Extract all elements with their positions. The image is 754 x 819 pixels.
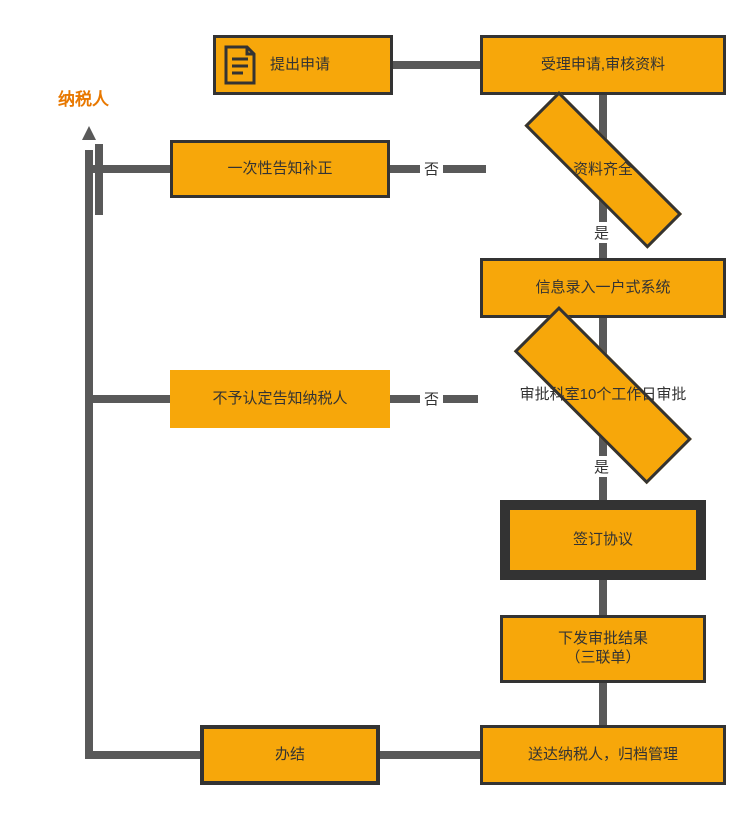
node-label: 不予认定告知纳税人 (212, 390, 347, 409)
edge-e9 (599, 683, 607, 725)
node-label: 受理申请,审核资料 (541, 56, 665, 75)
edge-label-e4: 是 (590, 222, 613, 243)
node-label: 签订协议 (573, 531, 633, 550)
arrow-up-icon (82, 126, 96, 140)
node-n_sign: 签订协议 (500, 500, 706, 580)
node-n_deliver: 送达纳税人，归档管理 (480, 725, 726, 785)
edge-label-e6: 否 (420, 388, 443, 409)
edge-e8 (599, 580, 607, 615)
node-label: 提出申请 (270, 56, 330, 75)
node-label: 一次性告知补正 (227, 160, 332, 179)
node-d_complete: 资料齐全 (480, 135, 726, 205)
node-d_approve: 审批科室10个工作日审批 (470, 350, 736, 440)
edge-label-e7: 是 (590, 456, 613, 477)
node-label: 审批科室10个工作日审批 (520, 386, 687, 405)
text-taxpayer: 纳税人 (58, 85, 109, 110)
node-n_accept: 受理申请,审核资料 (480, 35, 726, 95)
node-n_end: 办结 (200, 725, 380, 785)
edge-e11e (95, 144, 103, 215)
flowchart-canvas: 否是否是提出申请受理申请,审核资料资料齐全一次性告知补正信息录入一户式系统审批科… (0, 0, 754, 819)
document-icon (223, 45, 257, 85)
edge-e10 (380, 751, 480, 759)
node-label: 送达纳税人，归档管理 (528, 746, 678, 765)
node-n_result: 下发审批结果 （三联单） (500, 615, 706, 683)
edge-label-e3: 否 (420, 158, 443, 179)
node-label: 资料齐全 (573, 161, 633, 180)
node-label: 下发审批结果 （三联单） (558, 630, 648, 668)
node-n_reject: 不予认定告知纳税人 (170, 370, 390, 428)
edge-e11d (85, 150, 93, 759)
edge-e11c (85, 751, 200, 759)
node-n_notify: 一次性告知补正 (170, 140, 390, 198)
node-label: 信息录入一户式系统 (535, 279, 670, 298)
node-label: 办结 (275, 746, 305, 765)
node-n_input: 信息录入一户式系统 (480, 258, 726, 318)
edge-e11b (85, 395, 170, 403)
edge-e1 (393, 61, 480, 69)
